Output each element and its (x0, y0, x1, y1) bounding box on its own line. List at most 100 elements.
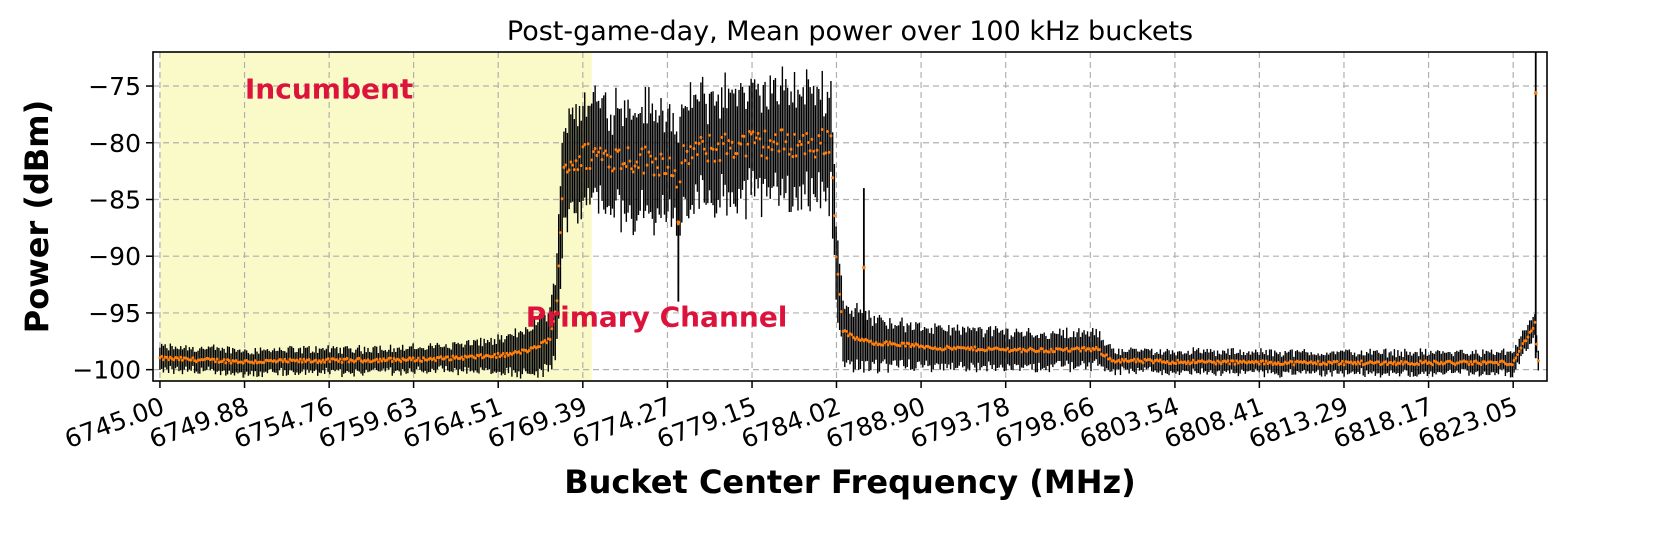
mean-point (1233, 362, 1237, 366)
mean-point (357, 356, 361, 360)
mean-point (1359, 359, 1363, 363)
mean-point (406, 358, 410, 362)
x-axis-ticks: 6745.006749.886754.766759.636764.516769.… (61, 381, 1521, 454)
mean-point (777, 149, 781, 153)
mean-point (756, 131, 760, 135)
mean-point (241, 361, 245, 365)
mean-point (652, 173, 656, 177)
mean-point (839, 310, 843, 314)
mean-point (711, 147, 715, 151)
mean-point (165, 355, 169, 359)
mean-point (612, 167, 616, 171)
mean-point (605, 153, 609, 157)
mean-point (1479, 362, 1483, 366)
mean-point (761, 145, 765, 149)
mean-point (829, 134, 833, 138)
mean-point (385, 358, 389, 362)
mean-point (1401, 362, 1405, 366)
mean-point (654, 157, 658, 161)
mean-point (1339, 362, 1343, 366)
mean-point (780, 128, 784, 132)
mean-point (1424, 359, 1428, 363)
mean-point (872, 342, 876, 346)
mean-point (215, 357, 219, 361)
mean-point (227, 359, 231, 363)
mean-point (1094, 346, 1098, 350)
mean-point (252, 361, 256, 365)
mean-point (1377, 360, 1381, 364)
mean-point (1290, 360, 1294, 364)
mean-point (754, 136, 758, 140)
mean-point (560, 197, 564, 201)
mean-point (389, 356, 393, 360)
mean-point (262, 360, 266, 364)
y-tick-label: −95 (88, 299, 141, 328)
mean-point (1314, 362, 1318, 366)
mean-point (1335, 359, 1339, 363)
mean-point (1342, 363, 1346, 367)
mean-point (812, 149, 816, 153)
mean-point (579, 163, 583, 167)
mean-point (439, 355, 443, 359)
mean-point (1269, 360, 1273, 364)
mean-point (801, 133, 805, 137)
mean-point (421, 356, 425, 360)
mean-point (713, 159, 717, 163)
mean-point (595, 153, 599, 157)
mean-point (505, 351, 509, 355)
mean-point (1079, 349, 1083, 353)
y-axis-label: Power (dBm) (18, 100, 56, 334)
mean-point (1136, 357, 1140, 361)
mean-point (751, 130, 755, 134)
mean-point (1087, 347, 1091, 351)
mean-point (765, 156, 769, 160)
mean-point (815, 148, 819, 152)
mean-point (408, 356, 412, 360)
mean-point (1255, 360, 1259, 364)
mean-markers (158, 91, 1540, 367)
mean-point (1399, 359, 1403, 363)
mean-point (461, 357, 465, 361)
mean-point (1040, 347, 1044, 351)
mean-point (744, 154, 748, 158)
mean-point (1398, 361, 1402, 365)
mean-point (607, 165, 611, 169)
mean-point (768, 139, 772, 143)
mean-point (1516, 353, 1520, 357)
mean-point (1105, 353, 1109, 357)
mean-point (1392, 360, 1396, 364)
mean-point (668, 156, 672, 160)
mean-point (718, 158, 722, 162)
mean-point (1184, 362, 1188, 366)
mean-point (1150, 359, 1154, 363)
mean-point (307, 358, 311, 362)
mean-point (884, 340, 888, 344)
mean-point (1261, 359, 1265, 363)
mean-point (297, 360, 301, 364)
mean-point (912, 344, 916, 348)
mean-point (1292, 363, 1296, 367)
mean-point (493, 352, 497, 356)
mean-point (161, 358, 165, 362)
mean-point (564, 163, 568, 167)
mean-point (180, 358, 184, 362)
mean-point (902, 341, 906, 345)
mean-point (506, 353, 510, 357)
mean-point (600, 158, 604, 162)
mean-point (1257, 362, 1261, 366)
mean-point (390, 360, 394, 364)
mean-point (827, 150, 831, 154)
mean-point (321, 358, 325, 362)
mean-point (411, 356, 415, 360)
mean-point (376, 360, 380, 364)
mean-point (473, 356, 477, 360)
mean-point (1529, 329, 1533, 333)
mean-point (496, 352, 500, 356)
mean-point (716, 142, 720, 146)
mean-point (697, 141, 701, 145)
mean-point (943, 347, 947, 351)
mean-point (850, 333, 854, 337)
mean-point (746, 142, 750, 146)
mean-point (224, 361, 228, 365)
mean-point (973, 345, 977, 349)
